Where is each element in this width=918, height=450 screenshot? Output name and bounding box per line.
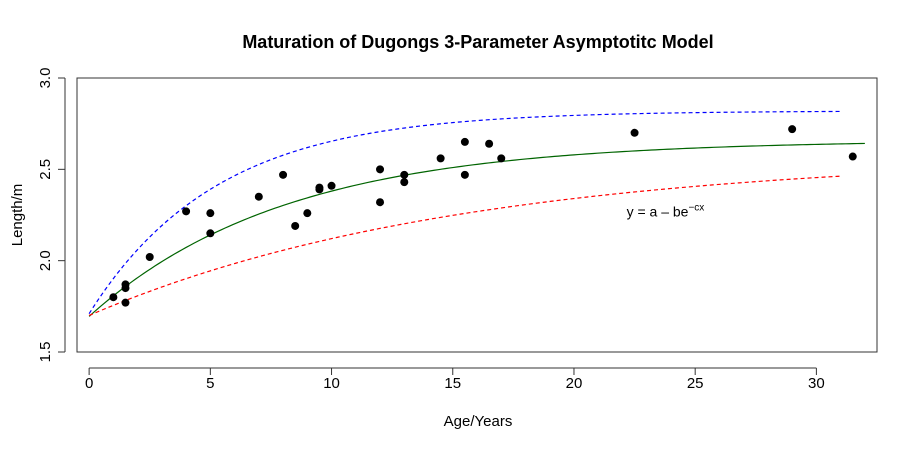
- data-point: [254, 192, 263, 201]
- data-point: [485, 139, 494, 148]
- y-tick-label: 2.5: [37, 159, 54, 180]
- chart-title: Maturation of Dugongs 3-Parameter Asympt…: [242, 32, 713, 52]
- upper-dashed-curve: [88, 110, 841, 314]
- data-point: [788, 125, 797, 134]
- fitted-curve: [88, 142, 865, 317]
- data-point: [109, 293, 118, 302]
- x-axis: 0 5 10 15 20 25 30: [85, 367, 825, 392]
- data-point: [400, 178, 409, 187]
- x-tick-label: 10: [323, 375, 340, 392]
- x-tick-label: 20: [566, 375, 583, 392]
- data-point: [497, 154, 506, 163]
- data-point: [436, 154, 445, 163]
- plot-frame: [76, 77, 878, 353]
- y-tick-label: 2.0: [37, 250, 54, 271]
- x-axis-label: Age/Years: [444, 413, 513, 430]
- x-tick-label: 5: [206, 375, 214, 392]
- data-point: [206, 209, 215, 218]
- data-point: [327, 181, 336, 190]
- y-tick-label: 1.5: [37, 342, 54, 363]
- y-tick-label: 3.0: [37, 68, 54, 89]
- data-point: [303, 209, 312, 218]
- data-point: [400, 170, 409, 179]
- data-point: [291, 221, 300, 230]
- data-point: [145, 253, 154, 262]
- x-tick-label: 15: [444, 375, 461, 392]
- x-tick-label: 25: [687, 375, 704, 392]
- x-tick-label: 30: [808, 375, 825, 392]
- y-axis: 1.5 2.0 2.5 3.0: [37, 68, 66, 363]
- data-point: [460, 137, 469, 146]
- data-points: [109, 125, 857, 307]
- data-point: [121, 298, 130, 307]
- data-point: [279, 170, 288, 179]
- data-point: [315, 185, 324, 194]
- model-equation-annotation: y = a – be−cx: [627, 202, 705, 219]
- model-curves: [88, 110, 865, 317]
- data-point: [206, 229, 215, 238]
- data-point: [630, 128, 639, 137]
- data-point: [376, 165, 385, 174]
- model-equation-exponent: −cx: [688, 202, 704, 213]
- data-point: [848, 152, 857, 161]
- data-point: [460, 170, 469, 179]
- data-point: [182, 207, 191, 216]
- x-tick-label: 0: [85, 375, 93, 392]
- lower-dashed-curve: [88, 175, 841, 317]
- data-point: [121, 280, 130, 289]
- y-axis-label: Length/m: [9, 184, 26, 247]
- data-point: [376, 198, 385, 207]
- model-equation-main: y = a – be: [627, 203, 689, 219]
